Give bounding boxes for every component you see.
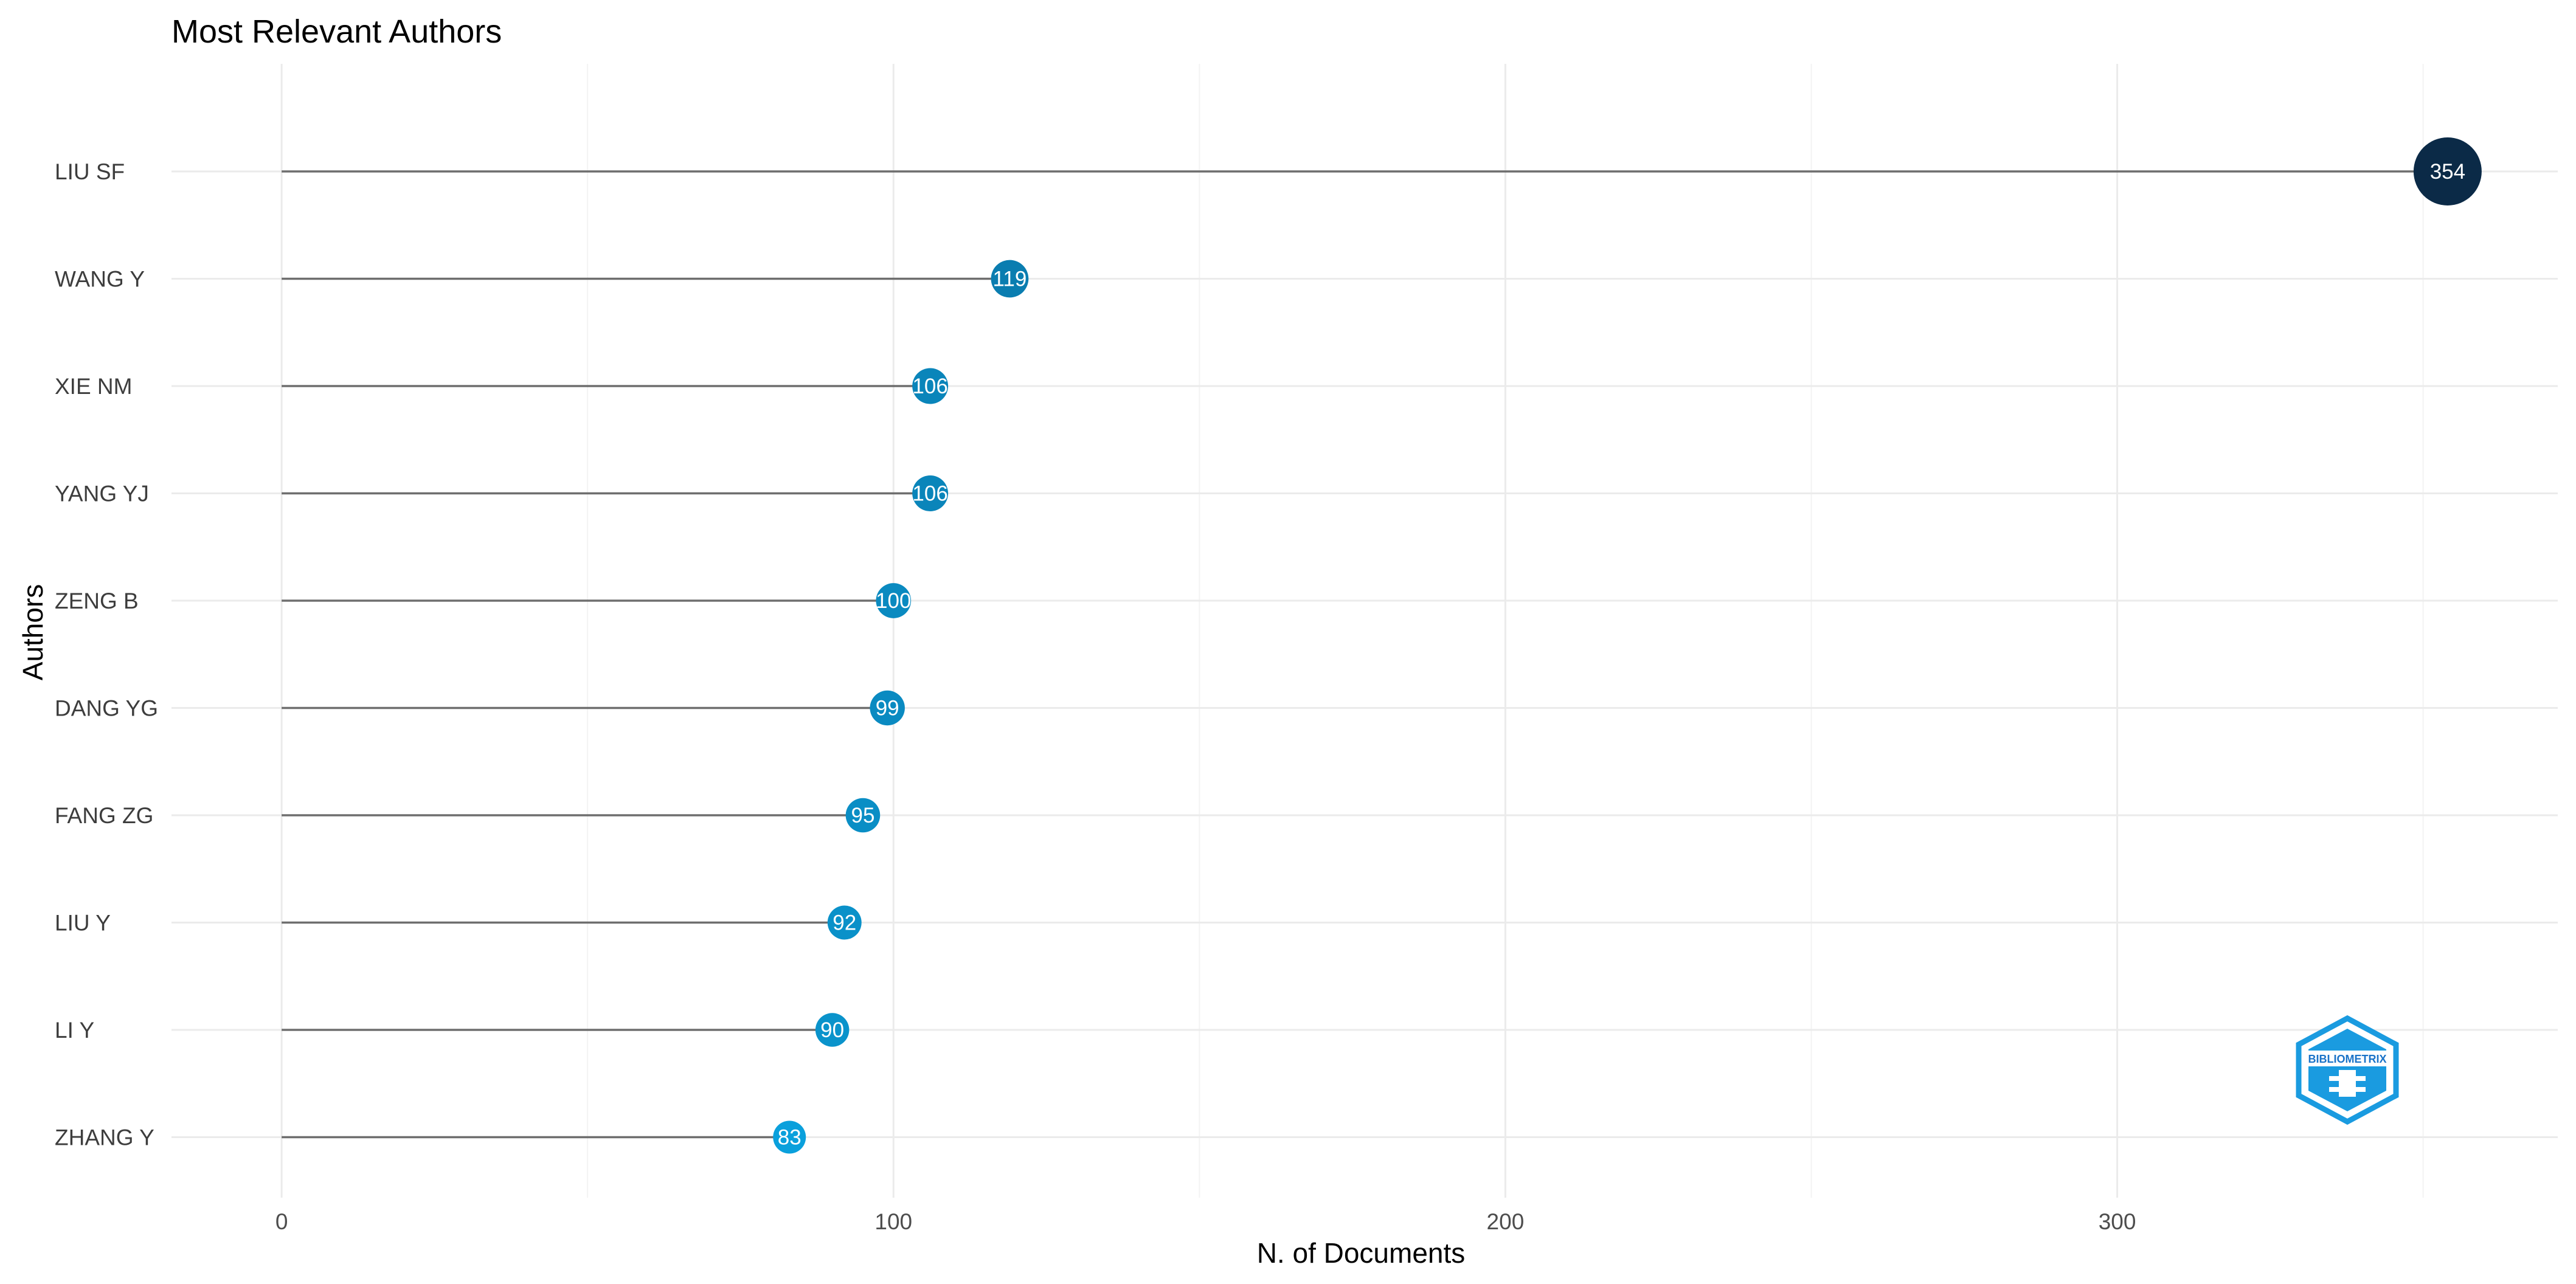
point-layer: 354 119 106 106 100 99 95 92 90 83 [773, 137, 2482, 1154]
logo-text: BIBLIOMETRIX [2308, 1053, 2387, 1065]
lollipop-point [876, 583, 912, 618]
y-tick-label: YANG YJ [55, 481, 149, 506]
x-tick-label: 200 [1487, 1209, 1525, 1234]
point-value-label: 99 [876, 697, 899, 720]
point-value-label: 92 [833, 911, 856, 935]
point-value-label: 83 [778, 1126, 802, 1150]
stem-layer [282, 170, 2448, 1139]
point-value-label: 119 [993, 268, 1027, 291]
point-value-label: 100 [876, 589, 911, 613]
lollipop-point [870, 690, 905, 726]
y-tick-label: LIU Y [55, 911, 111, 936]
x-tick-label: 300 [2099, 1209, 2136, 1234]
y-tick-label: WANG Y [55, 267, 145, 292]
lollipop-point [845, 798, 881, 833]
bibliometrix-logo: BIBLIOMETRIX [2296, 1015, 2399, 1125]
lollipop-point [991, 260, 1029, 298]
y-tick-label: XIE NM [55, 374, 132, 399]
y-tick-label: LIU SF [55, 159, 125, 184]
lollipop-point [827, 905, 862, 940]
lollipop-point [773, 1120, 806, 1154]
lollipop-point [815, 1013, 850, 1047]
y-tick-label: FANG ZG [55, 803, 153, 828]
point-value-label: 106 [912, 374, 947, 398]
point-value-label: 90 [820, 1018, 844, 1042]
y-tick-label: ZHANG Y [55, 1125, 154, 1150]
point-value-label: 106 [912, 482, 947, 506]
point-value-label: 95 [851, 804, 874, 827]
grid-layer [171, 64, 2558, 1198]
y-tick-label: DANG YG [55, 696, 158, 721]
lollipop-point [912, 368, 949, 404]
x-tick-labels: 0 100 200 300 [275, 1209, 2136, 1234]
y-axis-title: Authors [17, 584, 49, 681]
x-tick-label: 0 [275, 1209, 288, 1234]
x-axis-title: N. of Documents [1257, 1237, 1466, 1269]
point-value-label: 354 [2430, 160, 2465, 184]
x-tick-label: 100 [874, 1209, 912, 1234]
y-tick-label: ZENG B [55, 588, 139, 613]
chart-title: Most Relevant Authors [171, 13, 502, 50]
y-tick-label: LI Y [55, 1018, 94, 1043]
lollipop-point [2413, 137, 2482, 205]
lollipop-point [912, 475, 949, 511]
y-tick-labels: LIU SF WANG Y XIE NM YANG YJ ZENG B DANG YG FA… [55, 159, 158, 1150]
